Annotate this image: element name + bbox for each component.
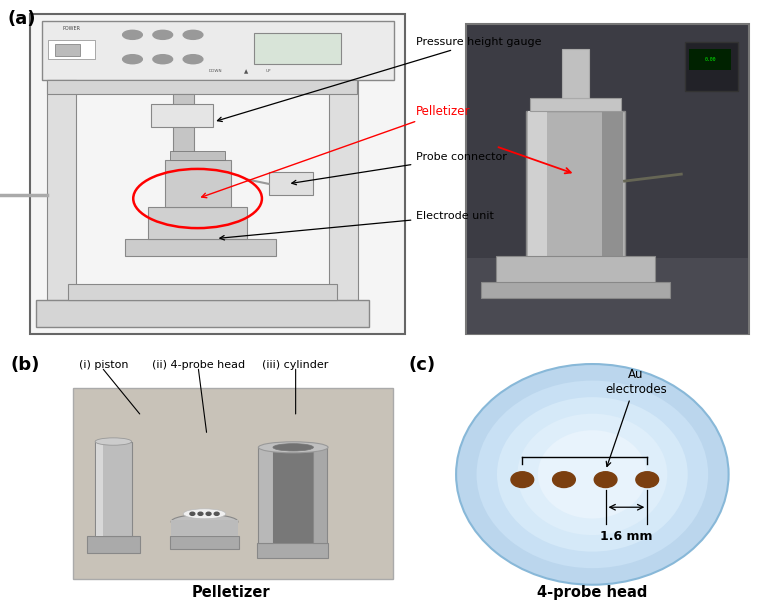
Text: POWER: POWER — [63, 26, 81, 31]
Text: UP: UP — [266, 70, 272, 73]
Ellipse shape — [518, 414, 668, 535]
FancyBboxPatch shape — [257, 543, 328, 558]
FancyBboxPatch shape — [48, 40, 95, 59]
Text: ▲: ▲ — [244, 69, 248, 74]
FancyBboxPatch shape — [496, 256, 655, 284]
Text: Pelletizer: Pelletizer — [192, 585, 270, 601]
Circle shape — [594, 472, 617, 488]
FancyBboxPatch shape — [165, 160, 231, 207]
FancyBboxPatch shape — [55, 43, 80, 56]
Ellipse shape — [171, 514, 238, 529]
Ellipse shape — [95, 438, 132, 445]
FancyBboxPatch shape — [171, 521, 238, 536]
FancyBboxPatch shape — [269, 172, 313, 195]
FancyBboxPatch shape — [148, 207, 247, 238]
Text: Electrode unit: Electrode unit — [220, 211, 494, 240]
FancyBboxPatch shape — [689, 49, 731, 70]
Text: 4-probe head: 4-probe head — [537, 585, 647, 601]
Text: Probe connector: Probe connector — [291, 152, 507, 185]
Text: Pelletizer: Pelletizer — [201, 105, 471, 198]
FancyBboxPatch shape — [254, 33, 341, 64]
Ellipse shape — [258, 442, 328, 453]
Circle shape — [183, 54, 203, 64]
FancyBboxPatch shape — [96, 442, 103, 536]
Circle shape — [511, 472, 534, 488]
Text: 1.6 mm: 1.6 mm — [600, 530, 653, 543]
FancyBboxPatch shape — [562, 49, 589, 98]
FancyBboxPatch shape — [258, 447, 273, 543]
FancyBboxPatch shape — [526, 111, 625, 258]
FancyBboxPatch shape — [95, 442, 132, 536]
FancyBboxPatch shape — [30, 14, 405, 334]
Ellipse shape — [497, 397, 688, 552]
FancyBboxPatch shape — [47, 80, 357, 94]
Circle shape — [190, 512, 195, 515]
FancyBboxPatch shape — [36, 299, 369, 327]
Text: (a): (a) — [8, 10, 36, 29]
Text: Pressure height gauge: Pressure height gauge — [217, 37, 542, 122]
FancyBboxPatch shape — [273, 447, 313, 543]
Circle shape — [183, 31, 203, 39]
Circle shape — [123, 54, 142, 64]
FancyBboxPatch shape — [528, 111, 547, 258]
Ellipse shape — [537, 430, 646, 519]
Circle shape — [206, 512, 211, 515]
Circle shape — [553, 472, 575, 488]
Ellipse shape — [183, 509, 226, 519]
FancyBboxPatch shape — [47, 80, 76, 299]
Text: DOWN: DOWN — [209, 70, 223, 73]
FancyBboxPatch shape — [73, 387, 393, 579]
FancyBboxPatch shape — [87, 536, 140, 553]
Text: (i) piston: (i) piston — [79, 360, 128, 370]
Text: (c): (c) — [409, 356, 436, 374]
FancyBboxPatch shape — [42, 21, 394, 80]
Circle shape — [123, 31, 142, 39]
Text: (b): (b) — [10, 356, 39, 374]
Ellipse shape — [273, 444, 313, 451]
Circle shape — [153, 54, 173, 64]
FancyBboxPatch shape — [173, 94, 194, 153]
FancyBboxPatch shape — [313, 447, 327, 543]
FancyBboxPatch shape — [170, 536, 239, 549]
FancyBboxPatch shape — [466, 24, 749, 334]
Text: (ii) 4-probe head: (ii) 4-probe head — [152, 360, 245, 370]
Text: Au
electrodes: Au electrodes — [605, 368, 667, 466]
FancyBboxPatch shape — [151, 104, 213, 127]
FancyBboxPatch shape — [170, 152, 225, 160]
Text: (iii) cylinder: (iii) cylinder — [263, 360, 329, 370]
FancyBboxPatch shape — [68, 284, 337, 299]
FancyBboxPatch shape — [685, 42, 738, 90]
Circle shape — [153, 31, 173, 39]
Circle shape — [636, 472, 659, 488]
FancyBboxPatch shape — [329, 80, 358, 299]
Ellipse shape — [456, 364, 728, 585]
Circle shape — [198, 512, 203, 515]
FancyBboxPatch shape — [530, 98, 621, 111]
Ellipse shape — [477, 381, 709, 568]
FancyBboxPatch shape — [125, 238, 276, 256]
FancyBboxPatch shape — [602, 111, 623, 258]
FancyBboxPatch shape — [467, 258, 748, 334]
FancyBboxPatch shape — [481, 282, 670, 298]
Text: 0.00: 0.00 — [704, 57, 716, 62]
Circle shape — [214, 512, 219, 515]
